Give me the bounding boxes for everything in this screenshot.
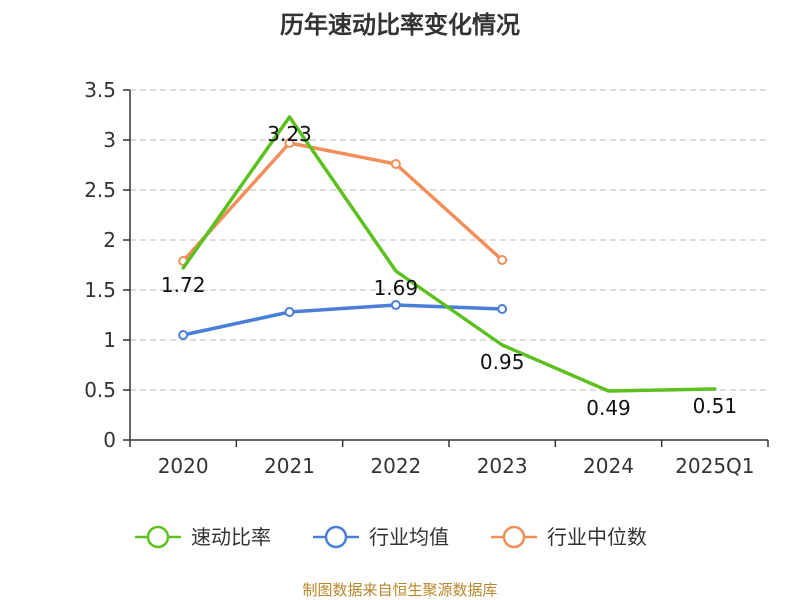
legend-item[interactable]: 速动比率 bbox=[135, 525, 271, 549]
chart-title: 历年速动比率变化情况 bbox=[280, 11, 520, 39]
series-point bbox=[178, 330, 189, 340]
x-tick-label: 2021 bbox=[264, 454, 315, 478]
series-group bbox=[178, 115, 717, 393]
series-line bbox=[181, 141, 504, 263]
x-tick-label: 2023 bbox=[477, 454, 528, 478]
grid-lines bbox=[130, 89, 768, 391]
y-tick-label: 1 bbox=[103, 328, 116, 352]
legend-label: 速动比率 bbox=[191, 525, 271, 549]
data-label: 3.23 bbox=[267, 122, 312, 146]
y-tick-label: 0.5 bbox=[84, 378, 116, 402]
series-point bbox=[497, 255, 508, 265]
data-label: 1.69 bbox=[374, 276, 419, 300]
x-tick-label: 2024 bbox=[583, 454, 634, 478]
y-tick-label: 2.5 bbox=[84, 178, 116, 202]
source-note: 制图数据来自恒生聚源数据库 bbox=[302, 581, 497, 599]
series-point bbox=[497, 304, 508, 314]
legend-marker bbox=[146, 525, 170, 549]
legend-marker bbox=[502, 525, 526, 549]
series-point bbox=[390, 159, 401, 169]
data-labels: 1.72 3.23 1.69 0.95 0.49 0.51 bbox=[161, 122, 737, 420]
legend-label: 行业中位数 bbox=[547, 525, 647, 549]
series-point bbox=[390, 300, 401, 310]
y-tick-label: 3.5 bbox=[84, 78, 116, 102]
data-label: 0.51 bbox=[693, 394, 738, 418]
series-point bbox=[284, 307, 295, 317]
legend-marker bbox=[324, 525, 348, 549]
data-label: 0.95 bbox=[480, 350, 525, 374]
legend-label: 行业均值 bbox=[369, 525, 449, 549]
y-tick-label: 1.5 bbox=[84, 278, 116, 302]
y-tick-label: 0 bbox=[103, 428, 116, 452]
x-tick-label: 2020 bbox=[158, 454, 209, 478]
data-label: 1.72 bbox=[161, 273, 206, 297]
legend-item[interactable]: 行业中位数 bbox=[491, 525, 647, 549]
series-line bbox=[181, 115, 717, 393]
x-tick-label: 2025Q1 bbox=[675, 454, 754, 478]
data-label: 0.49 bbox=[586, 396, 631, 420]
series-line bbox=[181, 303, 504, 337]
x-tick-label: 2022 bbox=[370, 454, 421, 478]
legend-item[interactable]: 行业均值 bbox=[313, 525, 449, 549]
y-tick-label: 2 bbox=[103, 228, 116, 252]
y-tick-label: 3 bbox=[103, 128, 116, 152]
series-point bbox=[284, 138, 295, 148]
legend[interactable]: 速动比率 行业均值 行业中位数 bbox=[135, 525, 647, 549]
